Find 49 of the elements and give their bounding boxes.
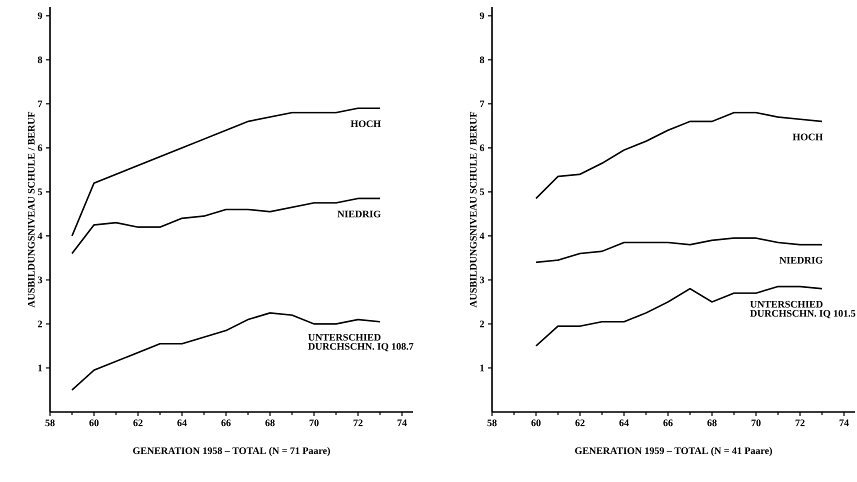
y-tick-label: 4 (38, 232, 42, 240)
x-tick-label: 64 (619, 420, 629, 426)
y-tick-label: 3 (480, 276, 484, 284)
y-tick-label: 2 (38, 320, 42, 328)
annotation: DURCHSCHN. IQ 101.5 (750, 310, 856, 318)
series-label: UNTERSCHIED (308, 334, 381, 341)
x-tick-label: 74 (398, 420, 407, 426)
x-tick-label: 60 (531, 420, 541, 426)
x-tick-label: 58 (45, 420, 55, 426)
x-axis-title: GENERATION 1959 – TOTAL (N = 41 Paare) (575, 447, 772, 456)
y-tick-label: 9 (38, 12, 42, 20)
x-tick-label: 70 (752, 420, 761, 426)
y-tick-label: 8 (38, 56, 42, 64)
x-tick-label: 62 (133, 420, 143, 426)
x-tick-label: 60 (89, 420, 99, 426)
y-tick-label: 8 (480, 56, 484, 64)
y-tick-label: 1 (480, 364, 484, 372)
series-label: HOCH (792, 134, 823, 140)
x-tick-label: 64 (177, 420, 187, 426)
y-tick-label: 3 (38, 276, 42, 284)
y-tick-label: 6 (480, 144, 484, 152)
y-tick-label: 4 (480, 232, 484, 240)
y-tick-label: 6 (38, 144, 42, 152)
x-tick-label: 72 (354, 420, 363, 426)
y-axis-title: AUSBILDUNGSNIVEAU SCHULE / BERUF (470, 112, 477, 308)
series-label: NIEDRIG (337, 210, 381, 218)
y-tick-label: 2 (480, 320, 484, 328)
y-tick-label: 5 (38, 188, 42, 196)
y-tick-label: 1 (38, 364, 42, 372)
x-tick-label: 68 (707, 420, 717, 426)
y-axis-title: AUSBILDUNGSNIVEAU SCHULE / BERUF (28, 112, 35, 308)
x-tick-label: 66 (221, 420, 231, 426)
series-label: NIEDRIG (779, 256, 823, 264)
x-tick-label: 66 (663, 420, 673, 426)
x-tick-label: 68 (265, 420, 275, 426)
x-tick-label: 70 (310, 420, 319, 426)
y-tick-label: 7 (38, 100, 42, 108)
line-series (535, 112, 823, 200)
y-tick-label: 5 (480, 188, 484, 196)
x-tick-label: 58 (487, 420, 497, 426)
series-label: UNTERSCHIED (750, 300, 823, 308)
x-tick-label: 74 (840, 420, 849, 426)
y-tick-label: 7 (480, 100, 484, 108)
x-tick-label: 62 (575, 420, 585, 426)
series-label: HOCH (350, 120, 381, 128)
annotation: DURCHSCHN. IQ 108.7 (308, 343, 414, 352)
y-tick-label: 9 (480, 12, 484, 20)
x-axis-title: GENERATION 1958 – TOTAL (N = 71 Paare) (133, 447, 330, 456)
x-tick-label: 72 (796, 420, 805, 426)
